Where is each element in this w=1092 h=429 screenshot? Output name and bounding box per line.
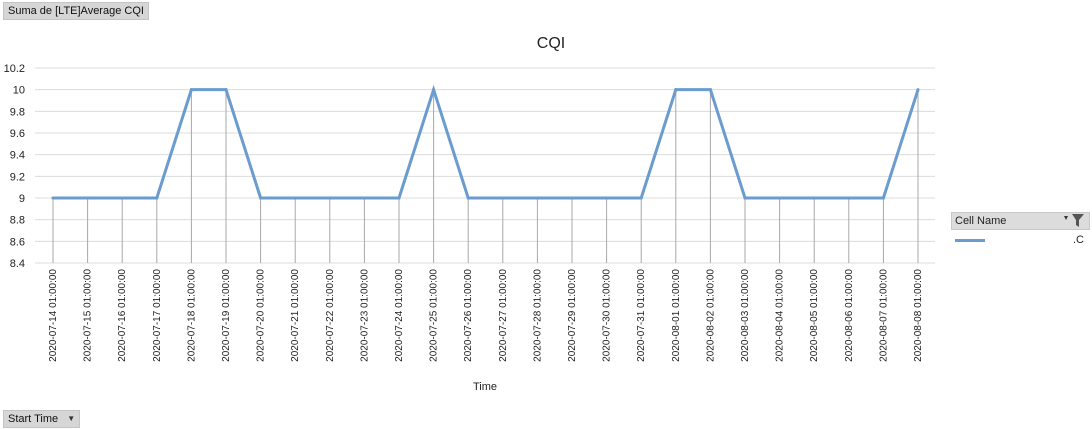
x-tick-label: 2020-07-28 01:00:00	[532, 269, 543, 362]
x-tick-label: 2020-08-08 01:00:00	[913, 269, 924, 362]
y-tick-label: 8.6	[10, 236, 25, 248]
x-tick-label: 2020-07-23 01:00:00	[359, 269, 370, 362]
data-point	[881, 196, 885, 200]
x-tick-label: 2020-07-22 01:00:00	[325, 269, 336, 362]
legend: Cell Name .C	[951, 212, 1090, 252]
data-point	[570, 196, 574, 200]
gridlines	[35, 67, 935, 264]
axis-field-button[interactable]: Start Time ▼	[3, 410, 81, 428]
data-point	[778, 196, 782, 200]
data-point	[466, 196, 470, 200]
data-point	[51, 196, 55, 200]
value-field-label: Suma de [LTE]Average CQI	[8, 5, 144, 17]
chart-title: CQI	[537, 35, 565, 52]
x-tick-label: 2020-07-30 01:00:00	[602, 269, 613, 362]
legend-entry-label: .C	[1073, 234, 1084, 246]
x-tick-label: 2020-07-19 01:00:00	[221, 269, 232, 362]
x-tick-label: 2020-07-16 01:00:00	[117, 269, 128, 362]
x-tick-label: 2020-07-31 01:00:00	[636, 269, 647, 362]
legend-field-button[interactable]: Cell Name	[951, 212, 1090, 230]
category-drop-lines	[52, 89, 919, 263]
data-point	[535, 196, 539, 200]
data-point	[743, 196, 747, 200]
axis-field-label: Start Time	[8, 413, 59, 425]
data-point	[189, 88, 193, 92]
data-point	[708, 88, 712, 92]
y-tick-label: 8.4	[10, 258, 25, 270]
data-point	[328, 196, 332, 200]
filter-icon[interactable]	[1063, 213, 1085, 229]
series-layer	[51, 84, 920, 200]
dropdown-arrow-icon[interactable]: ▼	[67, 414, 76, 424]
data-point	[362, 196, 366, 200]
data-point	[916, 88, 920, 92]
y-tick-label: 9	[19, 193, 25, 205]
legend-entry: .C	[951, 230, 1090, 252]
y-tick-label: 9.2	[10, 171, 25, 183]
y-tick-label: 9.6	[10, 128, 25, 140]
x-tick-label: 2020-07-29 01:00:00	[567, 269, 578, 362]
x-tick-label: 2020-07-14 01:00:00	[48, 269, 59, 362]
data-point	[259, 196, 263, 200]
x-tick-label: 2020-07-20 01:00:00	[256, 269, 267, 362]
legend-header-label: Cell Name	[955, 215, 1007, 227]
data-point	[847, 196, 851, 200]
x-axis-title: Time	[473, 381, 497, 393]
x-tick-label: 2020-08-04 01:00:00	[775, 269, 786, 362]
x-tick-label: 2020-07-25 01:00:00	[429, 269, 440, 362]
x-tick-label: 2020-08-01 01:00:00	[671, 269, 682, 362]
data-point	[639, 196, 643, 200]
data-point	[86, 196, 90, 200]
y-tick-label: 10.2	[4, 63, 25, 75]
y-tick-label: 9.8	[10, 106, 25, 118]
data-point	[674, 88, 678, 92]
y-tick-label: 8.8	[10, 215, 25, 227]
x-tick-label: 2020-08-06 01:00:00	[844, 269, 855, 362]
x-tick-label: 2020-07-21 01:00:00	[290, 269, 301, 362]
data-point	[293, 196, 297, 200]
data-point	[812, 196, 816, 200]
x-tick-label: 2020-07-18 01:00:00	[186, 269, 197, 362]
y-axis: 8.4 8.6 8.8 9 9.2 9.4 9.6 9.8 10 10.2	[4, 63, 25, 270]
x-tick-label: 2020-07-26 01:00:00	[463, 269, 474, 362]
legend-line-swatch	[955, 239, 985, 242]
x-tick-label: 2020-07-27 01:00:00	[498, 269, 509, 362]
x-tick-label: 2020-08-07 01:00:00	[878, 269, 889, 362]
x-tick-label: 2020-08-03 01:00:00	[740, 269, 751, 362]
x-tick-label: 2020-07-15 01:00:00	[83, 269, 94, 362]
data-point	[155, 196, 159, 200]
data-point	[501, 196, 505, 200]
x-tick-label: 2020-07-24 01:00:00	[394, 269, 405, 362]
data-point	[605, 196, 609, 200]
x-tick-label: 2020-08-02 01:00:00	[705, 269, 716, 362]
y-tick-label: 9.4	[10, 150, 25, 162]
data-point	[224, 88, 228, 92]
data-point	[397, 196, 401, 200]
data-point	[432, 88, 436, 92]
series-line	[53, 84, 920, 200]
x-axis: 2020-07-14 01:00:00 2020-07-15 01:00:00 20…	[48, 269, 924, 362]
x-tick-label: 2020-07-17 01:00:00	[152, 269, 163, 362]
y-tick-label: 10	[13, 85, 25, 97]
data-point	[120, 196, 124, 200]
value-field-button[interactable]: Suma de [LTE]Average CQI	[3, 2, 149, 20]
x-tick-label: 2020-08-05 01:00:00	[809, 269, 820, 362]
